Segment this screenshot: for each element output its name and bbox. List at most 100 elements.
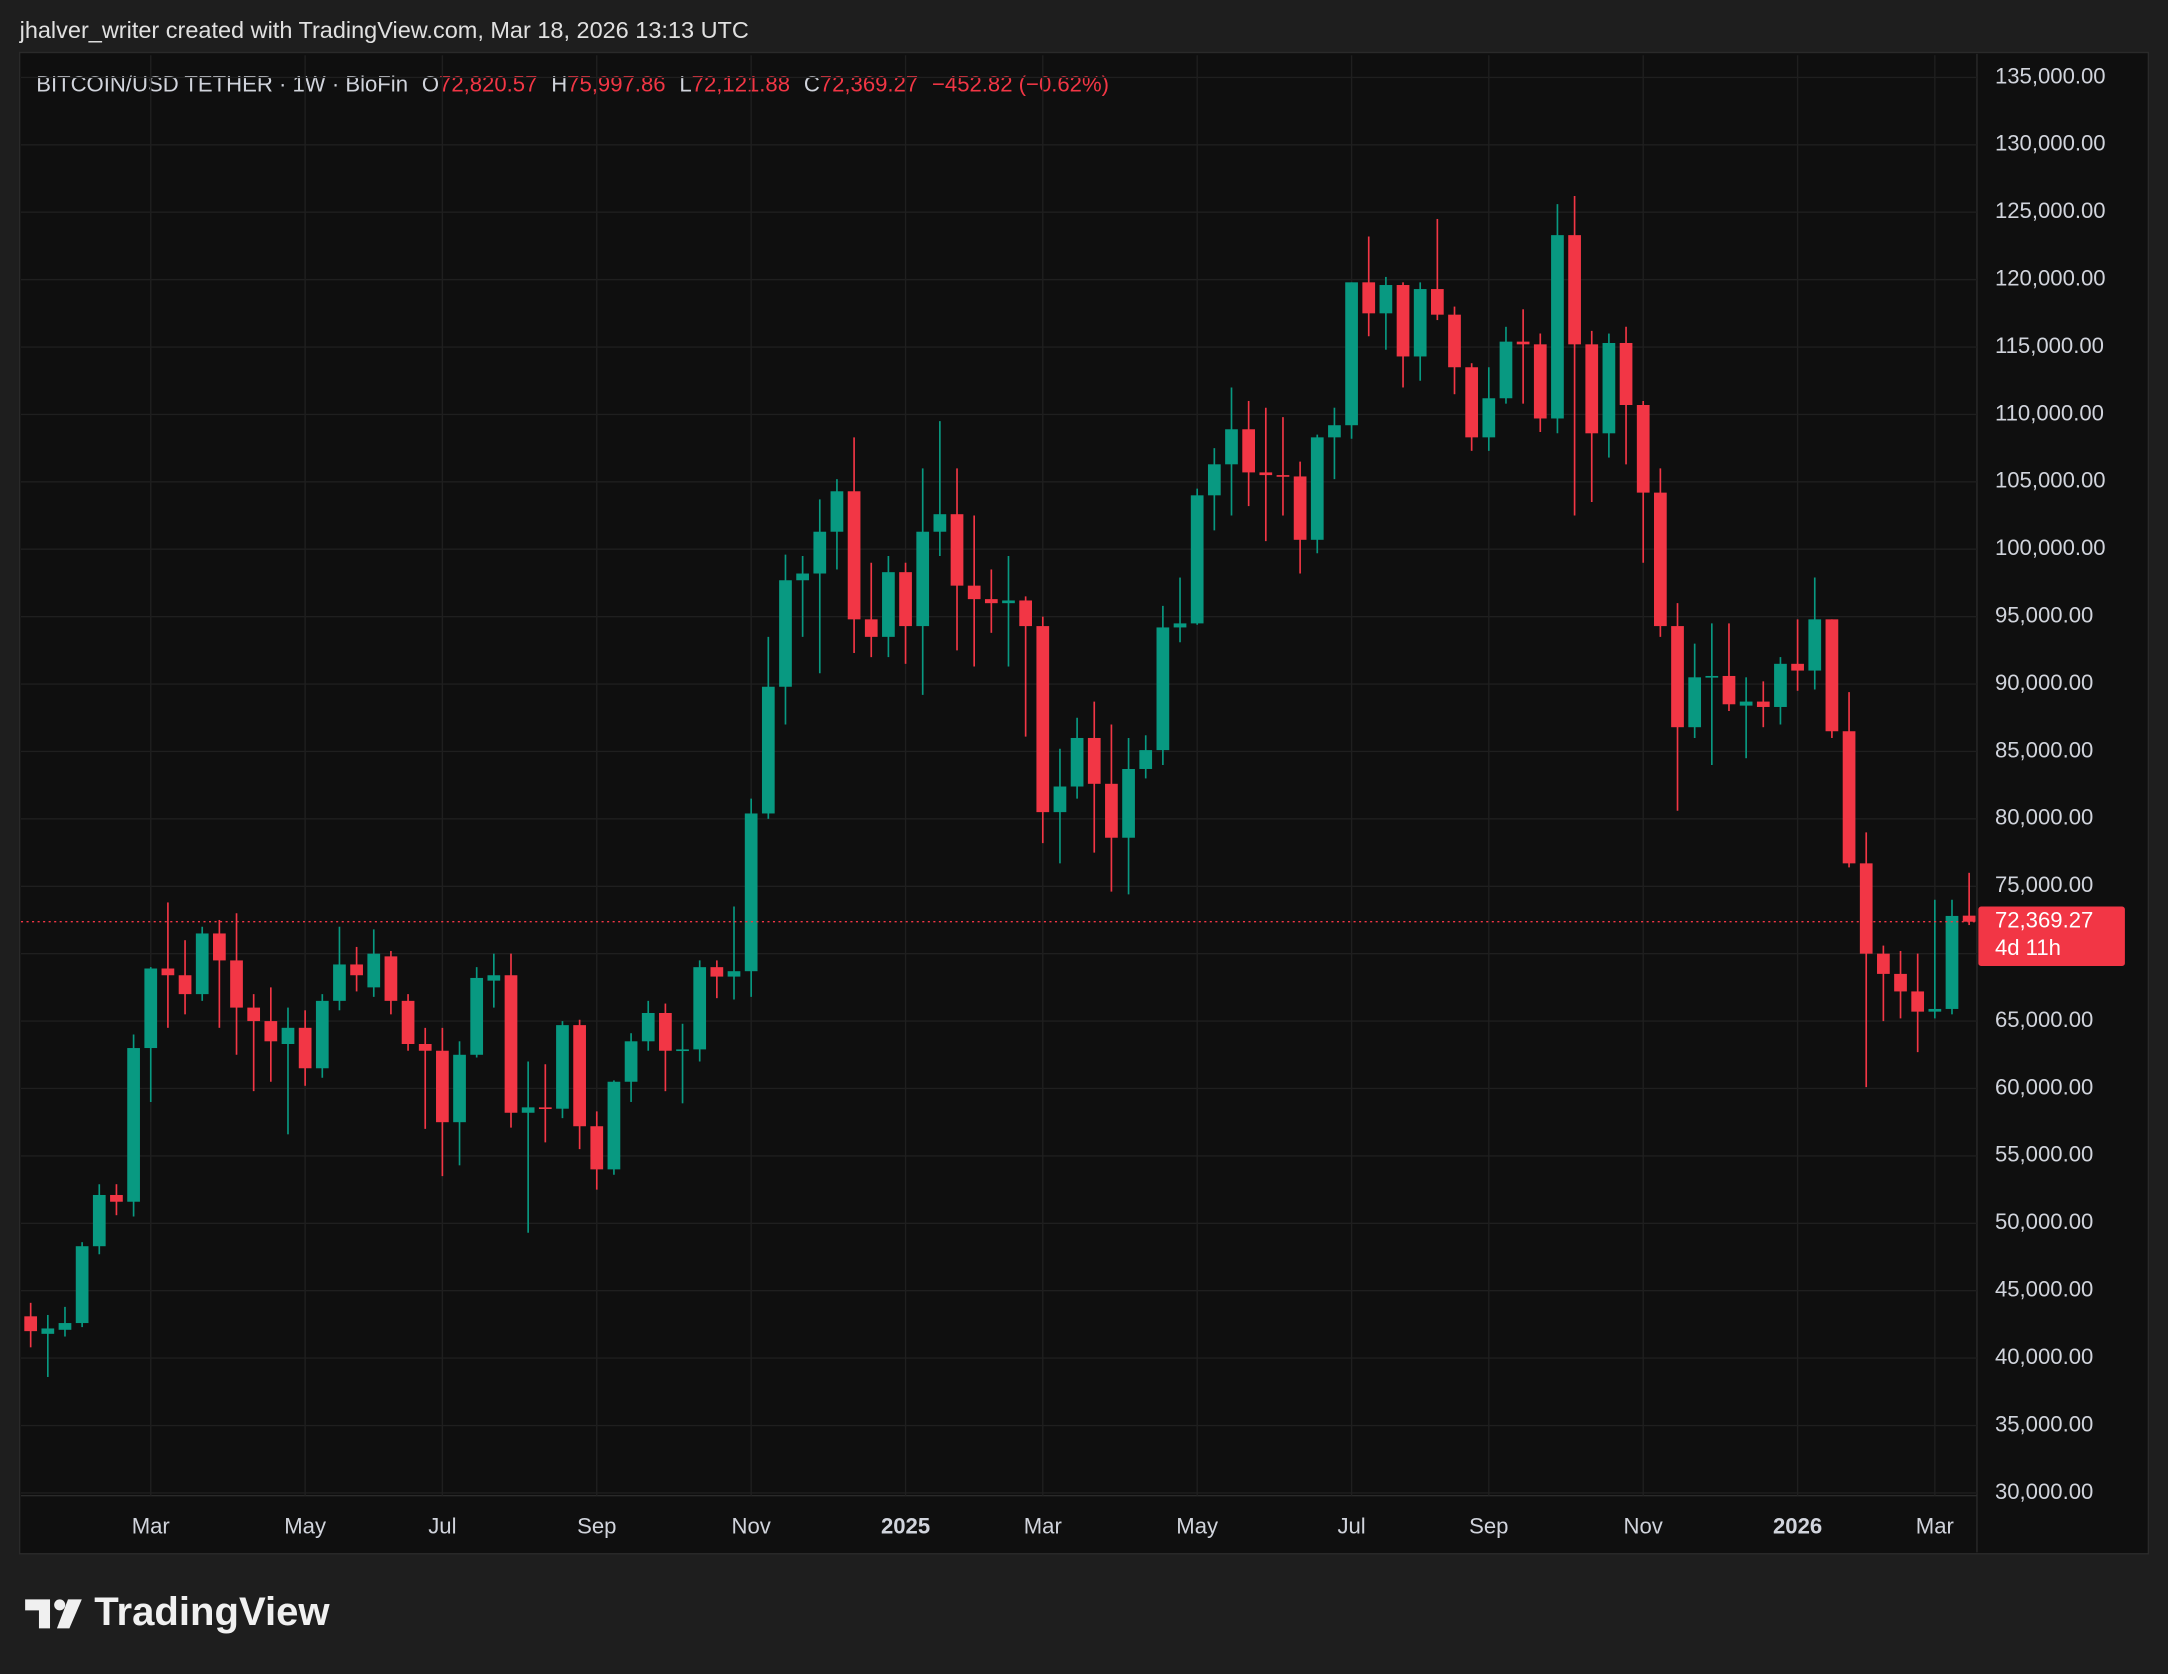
candle-body	[178, 975, 192, 995]
y-tick-label: 105,000.00	[1995, 468, 2106, 493]
candle-body	[1036, 626, 1050, 813]
candle-body	[1705, 675, 1719, 678]
x-tick-label: May	[284, 1513, 327, 1538]
ohlc-value: 75,997.86	[567, 72, 665, 97]
candle-body	[1808, 619, 1822, 671]
candle-body	[161, 968, 175, 976]
candle-body	[1962, 915, 1976, 922]
candle-body	[110, 1194, 123, 1202]
y-tick-label: 35,000.00	[1995, 1411, 2093, 1436]
candle-body	[556, 1025, 569, 1109]
x-tick-label: Nov	[731, 1513, 770, 1538]
symbol-header: BITCOIN/USD TETHER · 1W · BloFin O72,820.…	[36, 72, 1109, 97]
candle-body	[1533, 344, 1547, 419]
candle-body	[1310, 437, 1324, 540]
x-tick-label: Sep	[577, 1513, 616, 1538]
candle-body	[864, 619, 878, 637]
candle-body	[127, 1048, 140, 1202]
candle-body	[1894, 973, 1907, 992]
candle-body	[1945, 915, 1959, 1009]
credit: jhalver_writer created with TradingView.…	[19, 17, 749, 43]
candle-body	[813, 531, 827, 574]
candle-body	[333, 964, 346, 1001]
candle-body	[1122, 768, 1135, 838]
candle-body	[1756, 701, 1770, 707]
candle-body	[1877, 953, 1890, 974]
candle-body	[1070, 737, 1084, 787]
ohlc-key: L	[679, 72, 691, 97]
candle-body	[315, 1000, 329, 1069]
y-tick-label: 130,000.00	[1995, 131, 2106, 156]
candle-body	[1293, 476, 1307, 540]
last-price-box	[1978, 906, 2125, 966]
candle-body	[1688, 677, 1702, 728]
candle-body	[75, 1246, 89, 1324]
ohlc-key: H	[551, 72, 567, 97]
candle-body	[933, 514, 947, 532]
y-tick-label: 65,000.00	[1995, 1007, 2093, 1032]
y-tick-label: 80,000.00	[1995, 805, 2093, 830]
ohlc-key: O	[422, 72, 439, 97]
candle-body	[882, 572, 895, 637]
candle-body	[1259, 472, 1273, 476]
candle-body	[1739, 701, 1753, 706]
candle-body	[1105, 783, 1118, 838]
candle-body	[1190, 495, 1204, 624]
ohlc-value: 72,820.57	[439, 72, 537, 97]
candle-body	[899, 572, 912, 627]
candle-body	[796, 573, 809, 581]
candle-body	[847, 491, 861, 620]
candle-body	[1465, 367, 1479, 438]
candle-body	[727, 971, 741, 977]
x-tick-label: 2026	[1773, 1513, 1822, 1538]
candle-body	[521, 1107, 535, 1113]
y-tick-label: 115,000.00	[1995, 333, 2104, 358]
y-tick-label: 90,000.00	[1995, 670, 2093, 695]
candle-body	[761, 686, 775, 814]
brand-logo	[25, 1599, 82, 1629]
y-tick-label: 135,000.00	[1995, 63, 2106, 88]
candle-body	[710, 967, 724, 977]
y-tick-label: 120,000.00	[1995, 265, 2106, 290]
candle-body	[1551, 235, 1564, 419]
candle-body	[487, 975, 501, 981]
candle-body	[830, 491, 844, 532]
y-tick-label: 30,000.00	[1995, 1479, 2093, 1504]
y-tick-label: 50,000.00	[1995, 1209, 2093, 1234]
ohlc-key: C	[804, 72, 820, 97]
y-tick-label: 110,000.00	[1995, 400, 2104, 425]
candle-body	[1911, 991, 1925, 1012]
candle-body	[1430, 289, 1444, 315]
chart-panel	[18, 51, 2150, 1555]
y-tick-label: 60,000.00	[1995, 1074, 2093, 1099]
candle-body	[401, 1000, 415, 1044]
candle-body	[1585, 344, 1599, 434]
candle-body	[230, 960, 243, 1008]
candle-body	[624, 1041, 638, 1082]
candle-body	[384, 956, 398, 1001]
x-tick-label: 2025	[881, 1513, 930, 1538]
candle-body	[641, 1012, 655, 1042]
x-tick-label: Sep	[1469, 1513, 1508, 1538]
candle-body	[298, 1027, 312, 1069]
x-tick-label: Mar	[1024, 1513, 1062, 1538]
y-tick-label: 40,000.00	[1995, 1344, 2093, 1369]
candle-body	[676, 1049, 689, 1052]
candle-body	[967, 585, 981, 600]
candle-body	[247, 1007, 261, 1022]
candle-body	[24, 1316, 38, 1332]
candle-body	[1859, 863, 1873, 954]
x-tick-label: Nov	[1624, 1513, 1663, 1538]
candle-body	[1482, 398, 1496, 438]
candle-body	[1654, 492, 1667, 627]
candle-body	[1671, 626, 1684, 728]
candle-body	[1362, 282, 1376, 314]
candle-body	[779, 580, 792, 687]
candle-body	[693, 967, 707, 1050]
candle-body	[195, 933, 209, 995]
x-tick-label: Mar	[1916, 1513, 1954, 1538]
countdown: 4d 11h	[1995, 935, 2061, 960]
candle-body	[1568, 235, 1581, 345]
brand: TradingView	[94, 1590, 330, 1634]
